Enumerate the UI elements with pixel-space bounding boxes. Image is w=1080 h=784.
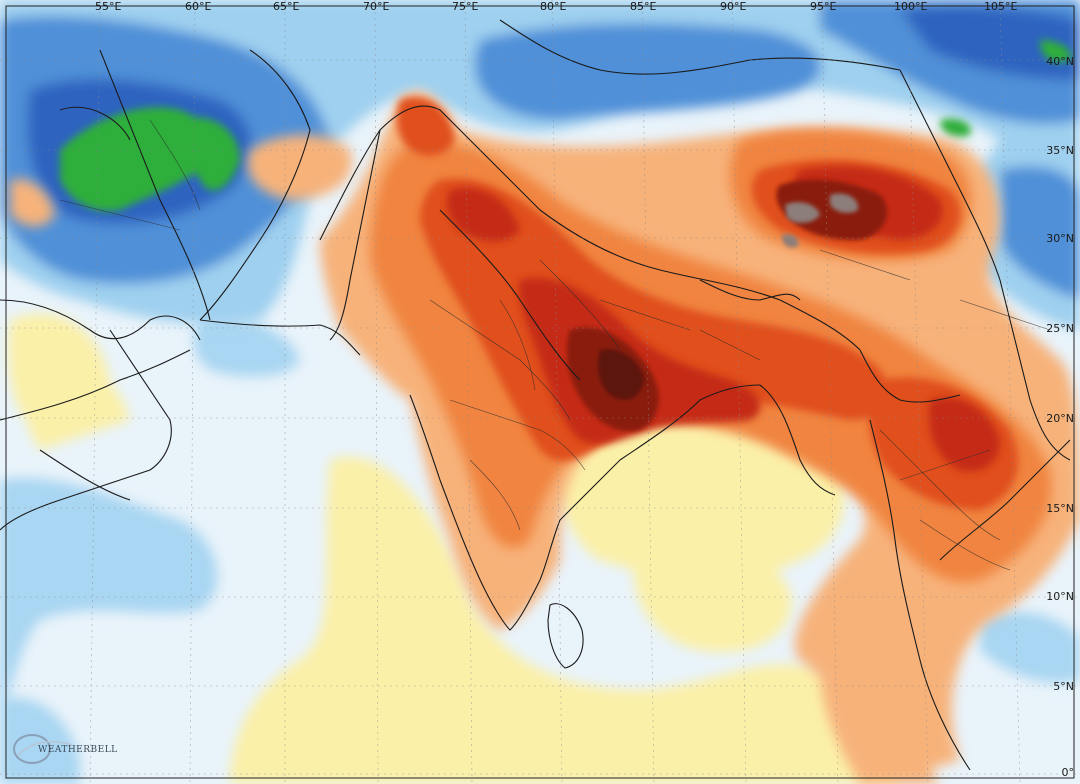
lon-label: 90°E — [720, 0, 747, 13]
lat-label: 10°N — [1046, 590, 1074, 603]
northern-blue-field — [0, 0, 1080, 330]
lat-label: 20°N — [1046, 412, 1074, 425]
green-anomaly-field — [60, 40, 1071, 211]
lon-label: 100°E — [894, 0, 928, 13]
state-borders — [59, 119, 1051, 571]
weatherbell-logo: WEATHERBELL — [12, 731, 117, 769]
dark-red-field — [566, 179, 888, 432]
lon-label: 80°E — [540, 0, 567, 13]
logo-text: WEATHERBELL — [38, 745, 118, 755]
lon-label: 85°E — [630, 0, 657, 13]
lon-label: 70°E — [363, 0, 390, 13]
lon-label: 55°E — [95, 0, 122, 13]
lon-label: 65°E — [273, 0, 300, 13]
lat-label: 15°N — [1046, 502, 1074, 515]
lat-label: 30°N — [1046, 232, 1074, 245]
lon-label: 95°E — [810, 0, 837, 13]
country-borders — [0, 19, 1071, 771]
lat-label: 5°N — [1053, 680, 1074, 693]
lat-label: 40°N — [1046, 55, 1074, 68]
lon-label: 75°E — [452, 0, 479, 13]
pale-yellow-ocean-field — [8, 313, 900, 784]
lat-label: 0° — [1061, 766, 1075, 779]
lat-label: 25°N — [1046, 322, 1074, 335]
map-frame-border — [5, 5, 1075, 779]
lon-label: 105°E — [984, 0, 1018, 13]
lat-label: 35°N — [1046, 144, 1074, 157]
lon-label: 60°E — [185, 0, 212, 13]
gray-extreme-field — [782, 193, 859, 248]
logo-swoosh-icon — [13, 734, 73, 764]
